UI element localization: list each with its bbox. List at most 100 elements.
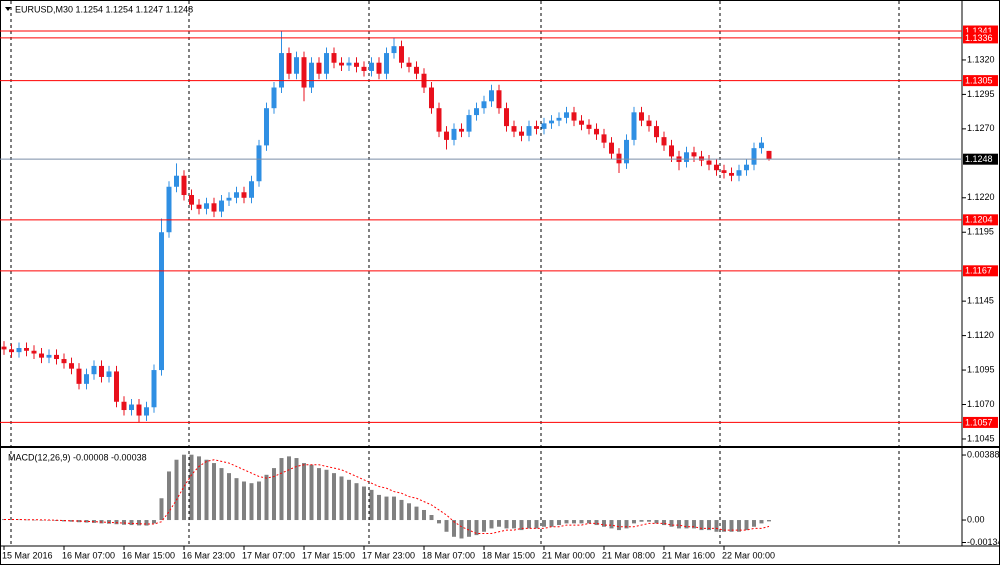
macd-bar xyxy=(534,520,539,529)
macd-bar xyxy=(107,520,111,524)
x-tick-label: 16 Mar 07:00 xyxy=(62,550,115,560)
x-tick-label: 18 Mar 07:00 xyxy=(422,550,475,560)
x-tick-label: 17 Mar 23:00 xyxy=(362,550,415,560)
chart-title: EURUSD,M30 1.1254 1.1254 1.1247 1.1248 xyxy=(15,4,193,14)
candle-body xyxy=(669,145,674,157)
macd-bar xyxy=(707,520,711,531)
candle-body xyxy=(601,134,607,143)
level-label: 1.1336 xyxy=(965,33,993,43)
candle-body xyxy=(384,53,389,74)
macd-bar xyxy=(384,496,389,521)
candle-body xyxy=(339,62,344,66)
macd-bar xyxy=(392,496,396,521)
x-tick-label: 15 Mar 2016 xyxy=(2,550,53,560)
macd-bar xyxy=(189,454,194,521)
menu-triangle xyxy=(5,7,11,11)
macd-bar xyxy=(504,520,509,529)
macd-bar xyxy=(594,520,599,526)
macd-bar xyxy=(729,520,734,532)
macd-bar xyxy=(144,520,149,526)
candle-body xyxy=(39,353,44,358)
candle-body xyxy=(346,62,352,66)
candle-body xyxy=(211,203,217,212)
macd-bar xyxy=(257,481,261,521)
level-label: 1.1057 xyxy=(965,417,993,427)
macd-bar xyxy=(602,520,606,527)
macd-bar xyxy=(422,509,426,521)
candle-body xyxy=(136,404,142,416)
level-label: 1.1305 xyxy=(965,76,993,86)
y-tick-label: 0.00 xyxy=(967,514,985,524)
candle-body xyxy=(271,87,277,109)
macd-bar xyxy=(287,456,291,521)
macd-bar xyxy=(459,520,464,539)
macd-bar xyxy=(242,481,246,521)
macd-bar xyxy=(354,483,359,521)
macd-bar xyxy=(564,520,569,524)
candle-body xyxy=(414,66,419,74)
candle-body xyxy=(684,152,689,162)
candle-body xyxy=(504,108,509,127)
macd-bar xyxy=(549,520,554,527)
macd-bar xyxy=(69,520,74,522)
candle-body xyxy=(294,57,299,74)
y-tick-label: 1.1270 xyxy=(967,123,995,133)
candle-body xyxy=(556,117,562,121)
macd-bar xyxy=(452,520,456,537)
candle-body xyxy=(376,62,382,74)
candle-body xyxy=(759,142,764,149)
candle-body xyxy=(466,115,472,132)
candle-body xyxy=(181,175,187,196)
candle-body xyxy=(451,128,457,140)
macd-bar xyxy=(662,520,666,526)
candle-body xyxy=(736,170,742,176)
candle-body xyxy=(174,175,179,187)
candle-body xyxy=(76,368,82,384)
y-tick-label: 1.1070 xyxy=(967,399,995,409)
candle-body xyxy=(316,62,322,74)
y-tick-label: 1.1045 xyxy=(967,433,995,443)
candle-body xyxy=(46,354,52,358)
candle-body xyxy=(481,101,487,109)
candle-body xyxy=(534,126,539,129)
macd-bar xyxy=(324,469,329,521)
x-tick-label: 21 Mar 16:00 xyxy=(662,550,715,560)
candle-body xyxy=(144,407,149,416)
y-tick-label: 1.1195 xyxy=(967,227,994,237)
macd-bar xyxy=(572,520,576,524)
macd-bar xyxy=(279,458,284,521)
macd-bar xyxy=(632,520,636,524)
macd-bar xyxy=(527,520,531,529)
y-tick-label: 1.1320 xyxy=(967,54,995,64)
x-tick-label: 16 Mar 23:00 xyxy=(182,550,235,560)
y-tick-label: 0.00388 xyxy=(967,449,1000,459)
macd-bar xyxy=(429,515,434,521)
candle-body xyxy=(234,192,239,198)
candle-body xyxy=(61,359,67,364)
macd-bar xyxy=(669,520,674,527)
macd-bar xyxy=(752,520,756,527)
macd-bar xyxy=(737,520,741,532)
candle-body xyxy=(256,145,262,182)
candle-body xyxy=(519,131,524,136)
y-tick-label: 1.1220 xyxy=(967,192,995,202)
macd-bar xyxy=(542,520,546,527)
macd-bar xyxy=(332,473,336,521)
candle-body xyxy=(24,348,29,351)
candle-body xyxy=(721,170,727,173)
candle-body xyxy=(541,123,547,129)
candle-body xyxy=(159,232,164,371)
candle-body xyxy=(166,186,172,233)
candle-body xyxy=(459,128,464,132)
x-tick-label: 22 Mar 00:00 xyxy=(722,550,775,560)
candle-body xyxy=(691,152,697,157)
candle-body xyxy=(549,120,554,124)
macd-bar xyxy=(399,499,404,521)
candle-body xyxy=(564,112,569,118)
macd-bar xyxy=(444,520,449,532)
macd-bar xyxy=(347,479,351,521)
macd-title: MACD(12,26,9) -0.00008 -0.00038 xyxy=(8,452,147,462)
candle-body xyxy=(474,108,479,116)
